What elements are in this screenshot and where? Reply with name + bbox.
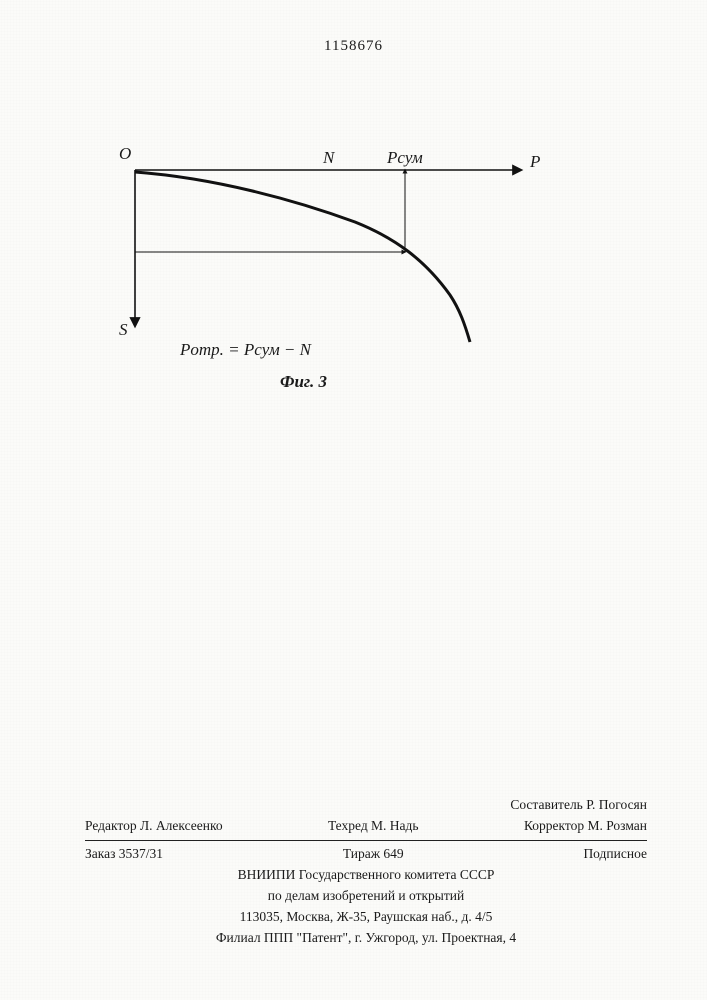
colophon-2-left: Редактор Л. Алексеенко: [85, 816, 223, 837]
colophon-7: Филиал ППП "Патент", г. Ужгород, ул. Про…: [85, 928, 647, 949]
colophon-2-mid: Техред М. Надь: [328, 816, 419, 837]
tick-Psum: Рсум: [387, 148, 423, 168]
colophon-3-mid: Тираж 649: [343, 844, 404, 865]
colophon-6: 113035, Москва, Ж-35, Раушская наб., д. …: [85, 907, 647, 928]
document-number: 1158676: [0, 38, 707, 55]
figure-caption: Фиг. 3: [280, 372, 327, 392]
colophon-row-2: Редактор Л. Алексеенко Техред М. Надь Ко…: [85, 816, 647, 837]
colophon-printer: Филиал ППП "Патент", г. Ужгород, ул. Про…: [85, 928, 647, 949]
colophon-3-right: Подписное: [583, 844, 647, 865]
curve: [135, 172, 470, 342]
origin-label: O: [119, 144, 131, 164]
figure-svg: [105, 150, 565, 410]
colophon-3-left: Заказ 3537/31: [85, 844, 163, 865]
colophon: Составитель Р. Погосян Редактор Л. Алекс…: [85, 795, 647, 948]
x-axis-label: P: [530, 152, 540, 172]
colophon-row-1: Составитель Р. Погосян: [85, 795, 647, 816]
colophon-1-right: Составитель Р. Погосян: [510, 795, 647, 816]
y-axis-label: S: [119, 320, 128, 340]
colophon-4: ВНИИПИ Государственного комитета СССР: [85, 865, 647, 886]
figure-equation: Pотр. = Pсум − N: [180, 340, 311, 360]
colophon-row-3: Заказ 3537/31 Тираж 649 Подписное: [85, 840, 647, 865]
colophon-2-right: Корректор М. Розман: [524, 816, 647, 837]
tick-N: N: [323, 148, 334, 168]
colophon-org: ВНИИПИ Государственного комитета СССР по…: [85, 865, 647, 928]
figure-3: O P S N Рсум Pотр. = Pсум − N Фиг. 3: [105, 150, 565, 410]
colophon-5: по делам изобретений и открытий: [85, 886, 647, 907]
